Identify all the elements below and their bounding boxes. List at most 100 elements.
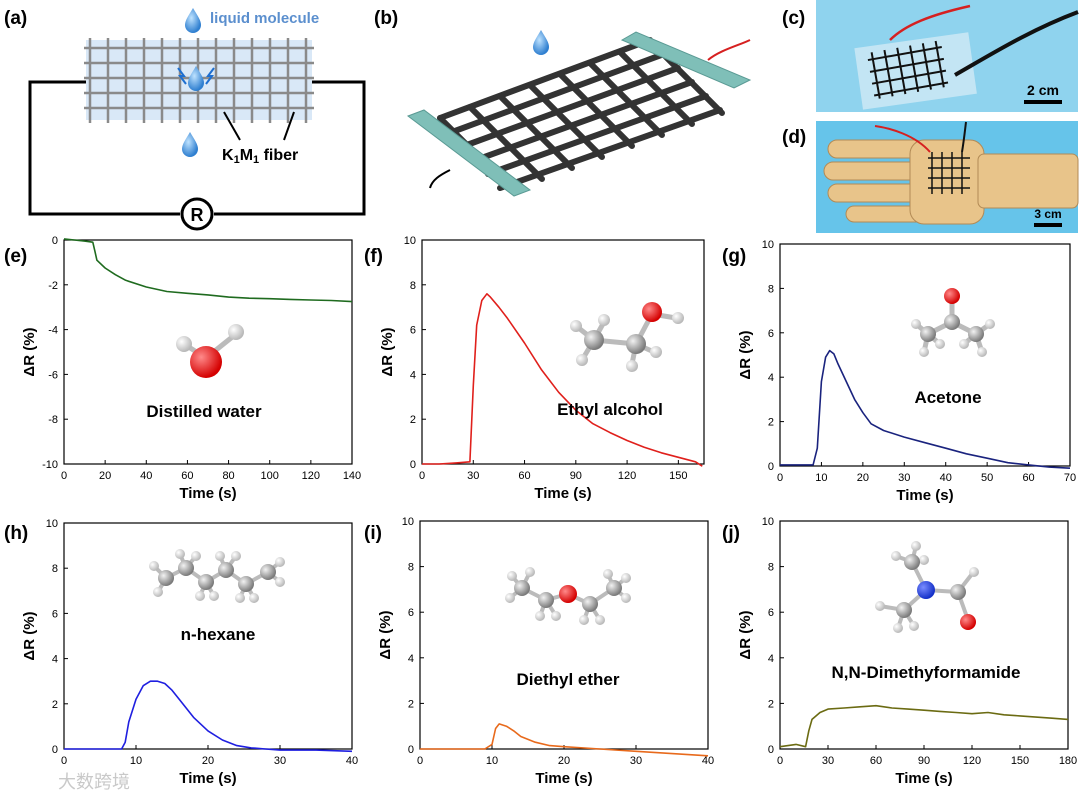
x-tick-label: 20 <box>558 755 570 767</box>
y-axis-label: ΔR (%) <box>21 327 38 376</box>
x-tick-label: 50 <box>981 472 993 484</box>
x-tick-label: 70 <box>1064 472 1076 484</box>
y-tick-label: 4 <box>768 372 774 384</box>
black-wire <box>429 169 451 189</box>
y-tick-label: 2 <box>408 698 414 710</box>
x-axis-label: Time (s) <box>895 770 952 787</box>
electrode-left <box>406 109 532 197</box>
watermark-text: 大数跨境 <box>58 772 130 793</box>
x-tick-label: 0 <box>61 470 67 482</box>
water-drop-icon <box>182 132 198 157</box>
panel-label-j: (j) <box>722 523 740 544</box>
y-tick-label: 0 <box>768 461 774 473</box>
spark-icon <box>205 67 215 85</box>
red-wire <box>707 39 751 61</box>
y-tick-label: 4 <box>408 653 414 665</box>
acetone-molecule-icon <box>911 288 995 357</box>
sensor-mesh <box>867 40 949 99</box>
y-tick-label: 2 <box>52 699 58 711</box>
x-tick-label: 90 <box>570 470 582 482</box>
fiber-arrow <box>223 111 241 141</box>
plot-frame <box>421 239 705 465</box>
x-tick-label: 150 <box>1011 755 1029 767</box>
x-tick-label: 30 <box>467 470 479 482</box>
liquid-molecule-label: liquid molecule <box>210 10 319 27</box>
x-tick-label: 30 <box>898 472 910 484</box>
panel-label-h: (h) <box>4 523 28 544</box>
x-tick-label: 40 <box>940 472 952 484</box>
molecule-name-label: Diethyl ether <box>517 670 620 689</box>
y-tick-label: 6 <box>408 607 414 619</box>
series-line <box>63 238 353 303</box>
x-tick-label: 30 <box>274 755 286 767</box>
x-tick-label: 120 <box>963 755 981 767</box>
y-tick-label: 8 <box>768 283 774 295</box>
y-tick-label: -2 <box>48 280 58 292</box>
molecule-name-label: Ethyl alcohol <box>557 400 663 419</box>
x-tick-label: 120 <box>618 470 636 482</box>
mesh-fibers <box>437 37 725 193</box>
chart-acetone: 0 10 20 30 40 50 60 70 0 2 4 6 8 10 Time (s) ΔR (%) Acet… <box>737 239 1076 504</box>
panel-label-b: (b) <box>374 8 398 29</box>
water-molecule-icon <box>176 324 244 378</box>
x-tick-label: 140 <box>343 470 361 482</box>
x-axis-label: Time (s) <box>535 770 592 787</box>
y-tick-label: 10 <box>46 518 58 530</box>
x-tick-label: 40 <box>346 755 358 767</box>
y-tick-label: 2 <box>768 417 774 429</box>
y-axis-label: ΔR (%) <box>737 330 754 379</box>
x-axis-label: Time (s) <box>896 487 953 504</box>
x-tick-label: 80 <box>222 470 234 482</box>
x-axis-label: Time (s) <box>179 770 236 787</box>
x-tick-label: 0 <box>419 470 425 482</box>
y-axis-label: ΔR (%) <box>21 611 38 660</box>
molecule-name-label: N,N-Dimethyformamide <box>832 663 1021 682</box>
black-wire <box>954 10 1079 77</box>
x-tick-label: 150 <box>669 470 687 482</box>
x-axis-label: Time (s) <box>179 485 236 502</box>
x-tick-label: 40 <box>702 755 714 767</box>
y-axis-label: ΔR (%) <box>379 327 396 376</box>
y-tick-label: 0 <box>408 744 414 756</box>
chart-n-hexane: 0 10 20 30 40 0 2 4 6 8 10 Time (s) ΔR (%) n-hexane <box>21 518 358 787</box>
fiber-label: K1M1 fiber <box>222 147 298 166</box>
x-tick-label: 10 <box>815 472 827 484</box>
x-tick-label: 10 <box>130 755 142 767</box>
chart-diethyl-ether: 0 10 20 30 40 0 2 4 6 8 10 Time (s) ΔR (%) Diethyl et… <box>377 516 714 787</box>
y-tick-label: 2 <box>410 414 416 426</box>
scale-label-c: 2 cm <box>1027 82 1059 98</box>
series-line <box>779 704 1069 748</box>
y-tick-label: -10 <box>42 459 58 471</box>
y-tick-label: 0 <box>52 235 58 247</box>
photo-panel-c: 2 cm <box>816 0 1079 112</box>
x-tick-label: 0 <box>777 755 783 767</box>
mesh-grid <box>84 38 314 123</box>
y-tick-label: 4 <box>52 654 58 666</box>
panel-label-a: (a) <box>4 8 27 29</box>
circuit-wire <box>28 80 180 216</box>
hexane-molecule-icon <box>149 549 285 603</box>
ethanol-molecule-icon <box>570 302 684 372</box>
mesh-illustration-panel-b <box>406 30 752 197</box>
series-line <box>420 723 709 757</box>
molecule-name-label: n-hexane <box>181 625 256 644</box>
wooden-hand <box>823 139 1079 225</box>
x-tick-label: 40 <box>140 470 152 482</box>
y-tick-label: 8 <box>768 562 774 574</box>
plot-frame <box>779 243 1071 467</box>
water-drop-icon <box>533 30 549 55</box>
y-tick-label: 6 <box>768 607 774 619</box>
panel-label-f: (f) <box>364 246 383 267</box>
x-axis-label: Time (s) <box>534 485 591 502</box>
y-tick-label: 0 <box>768 744 774 756</box>
y-tick-label: 10 <box>762 239 774 251</box>
x-tick-label: 30 <box>822 755 834 767</box>
x-tick-label: 0 <box>777 472 783 484</box>
water-drop-icon <box>185 8 201 33</box>
x-tick-label: 90 <box>918 755 930 767</box>
molecule-name-label: Distilled water <box>146 402 262 421</box>
y-tick-label: 6 <box>52 608 58 620</box>
panel-label-i: (i) <box>364 523 382 544</box>
chart-dimethylformamide: 0 30 60 90 120 150 180 0 2 4 6 8 10 Time (s) ΔR (%) N,N… <box>737 516 1077 787</box>
